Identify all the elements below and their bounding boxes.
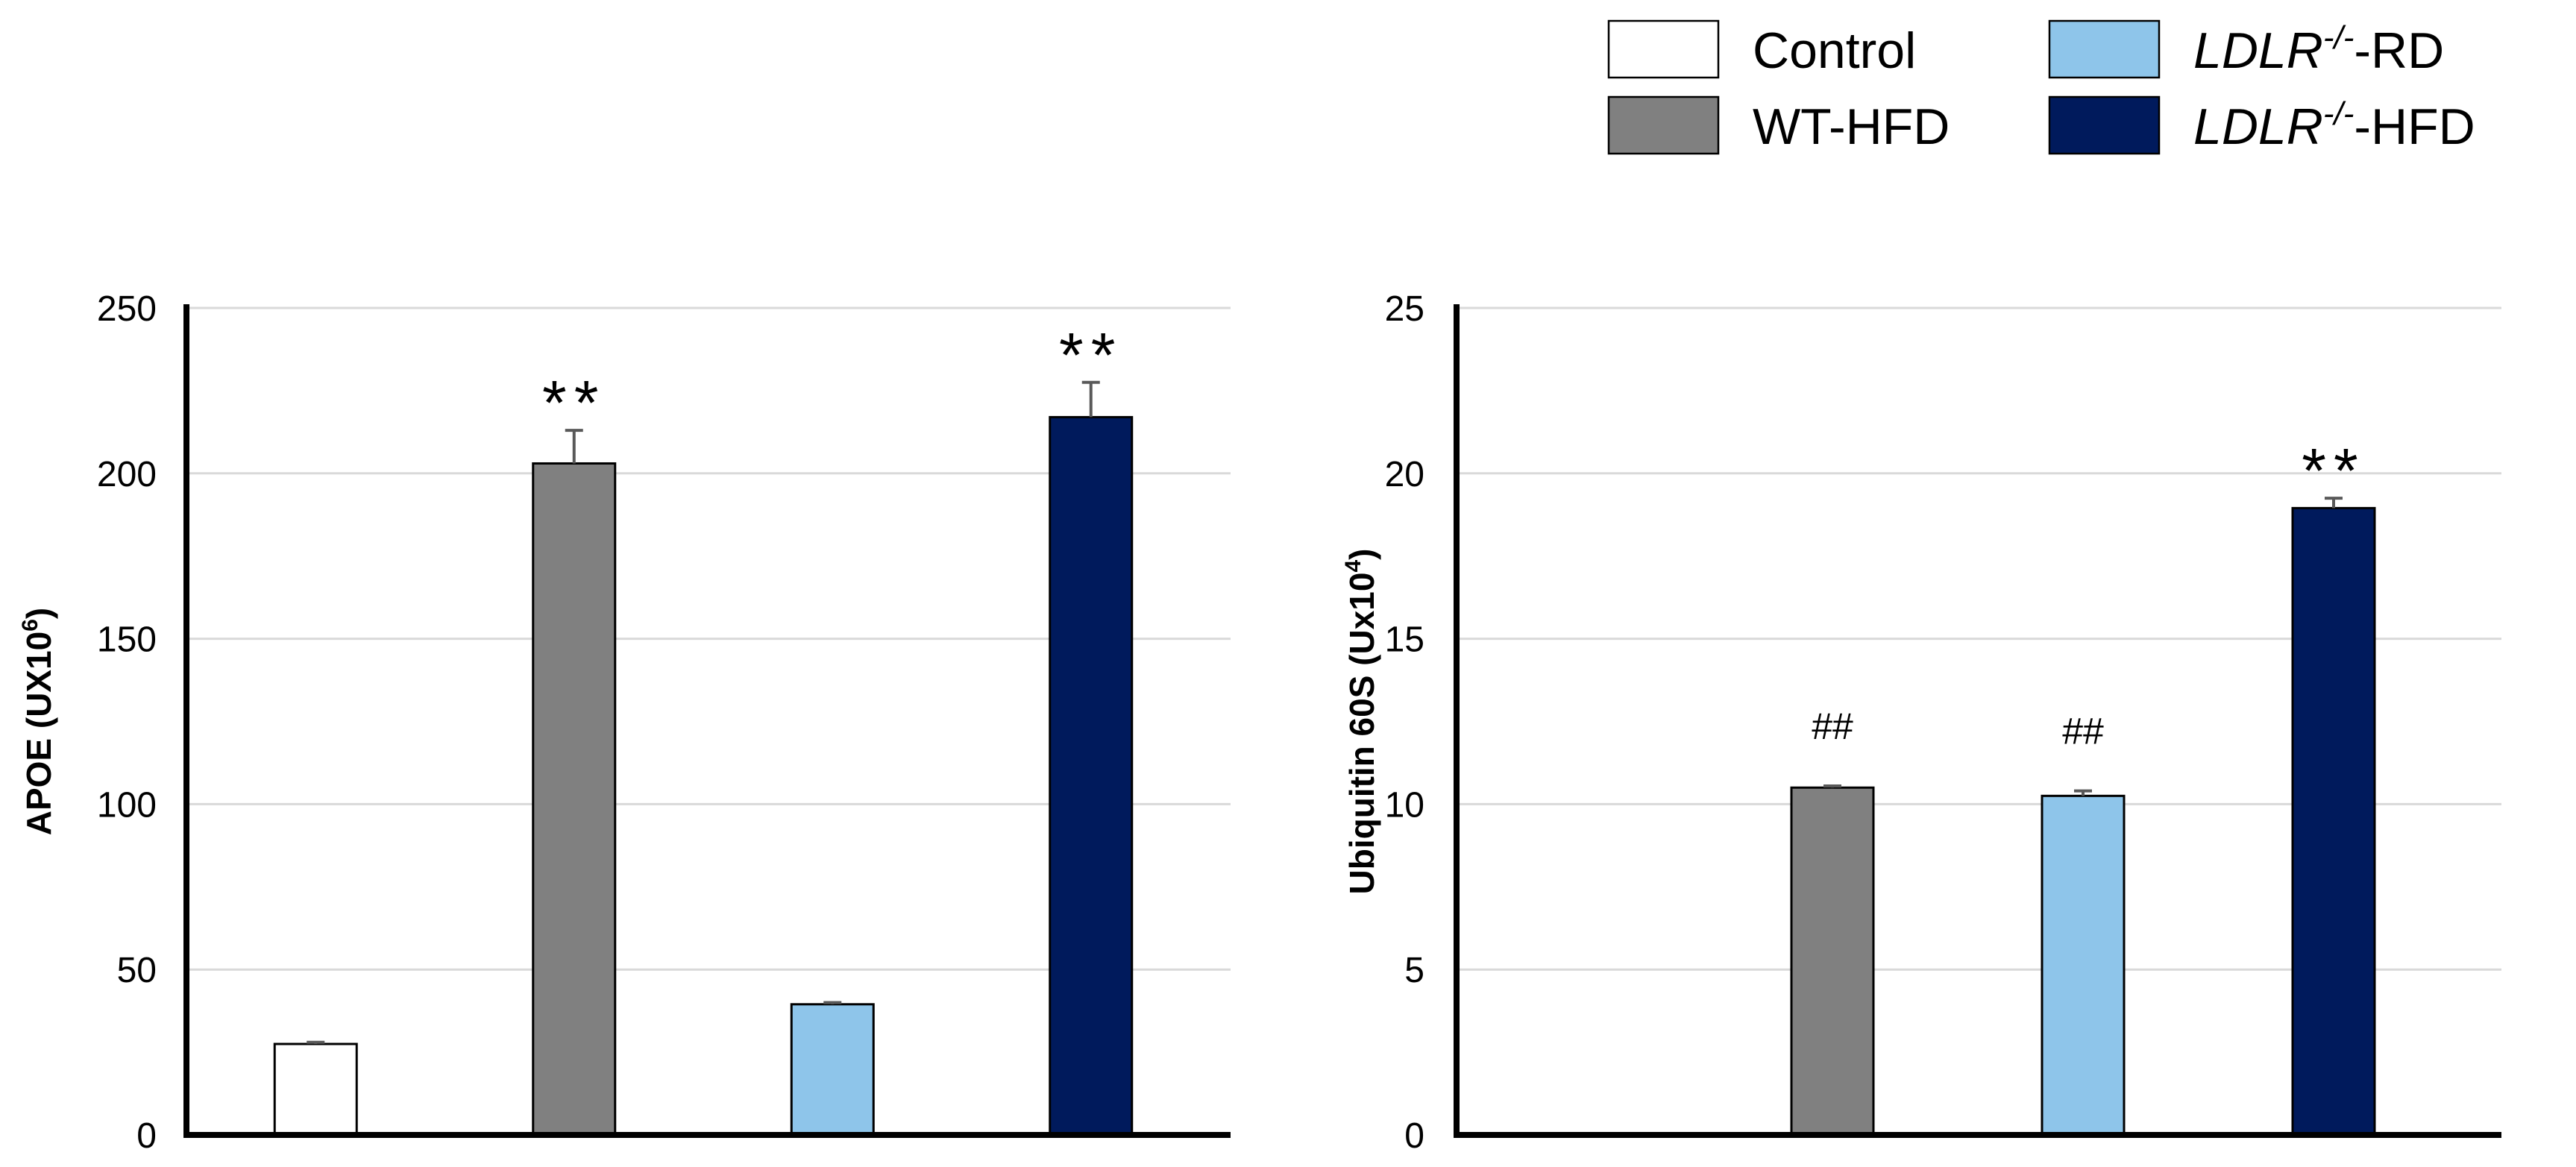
significance-marker: ** <box>2302 435 2365 506</box>
y-tick-label: 0 <box>136 1116 157 1156</box>
legend-control-label: Control <box>1753 22 1916 79</box>
y-tick-label: 20 <box>1385 455 1424 494</box>
y-tick-label: 15 <box>1385 620 1424 660</box>
bar-ldlr-rd <box>2041 794 2126 1136</box>
legend-ldlr-hfd-label: LDLR-/--HFD <box>2193 95 2475 155</box>
y-tick-label: 50 <box>117 951 157 990</box>
y-axis-label: Ubiquitin 60S (Ux104) <box>1341 549 1381 895</box>
bar-wt-hfd <box>1790 786 1875 1136</box>
y-axis-label: APOE (UX106) <box>18 608 58 836</box>
legend-ldlr-rd-label: LDLR-/--RD <box>2193 19 2444 79</box>
bar-wt-hfd <box>532 462 617 1136</box>
significance-marker: ** <box>1059 320 1122 390</box>
legend-wt-hfd-swatch <box>1607 95 1720 155</box>
significance-marker: ## <box>2062 711 2104 752</box>
y-tick-label: 200 <box>97 455 157 494</box>
bar-ldlr-hfd <box>2291 506 2376 1136</box>
y-tick-label: 0 <box>1404 1116 1424 1156</box>
legend-ldlr-hfd-swatch <box>2048 95 2161 155</box>
bar-ldlr-rd <box>790 1003 875 1136</box>
significance-marker: ** <box>542 368 606 438</box>
bar-control <box>273 1042 358 1136</box>
ubiquitin-60s-chart: 0 5 10 15 20 25 ## ## ** Ubiquitin 60S (Ux104) <box>1341 289 2501 1156</box>
y-tick-label: 150 <box>97 620 157 660</box>
y-tick-label: 25 <box>1385 289 1424 329</box>
legend: Control LDLR-/--RD WT-HFD LDLR-/--HFD <box>1607 19 2475 155</box>
legend-control-swatch <box>1607 19 1720 79</box>
legend-wt-hfd-label: WT-HFD <box>1753 98 1950 155</box>
y-tick-label: 5 <box>1404 951 1424 990</box>
y-tick-label: 10 <box>1385 785 1424 825</box>
significance-marker: ## <box>1812 705 1853 747</box>
legend-ldlr-rd-swatch <box>2048 19 2161 79</box>
bar-ldlr-hfd <box>1049 415 1134 1136</box>
y-tick-label: 100 <box>97 785 157 825</box>
apoe-chart: 0 50 100 150 200 250 ** ** APOE (UX106) <box>18 289 1231 1156</box>
y-tick-label: 250 <box>97 289 157 329</box>
